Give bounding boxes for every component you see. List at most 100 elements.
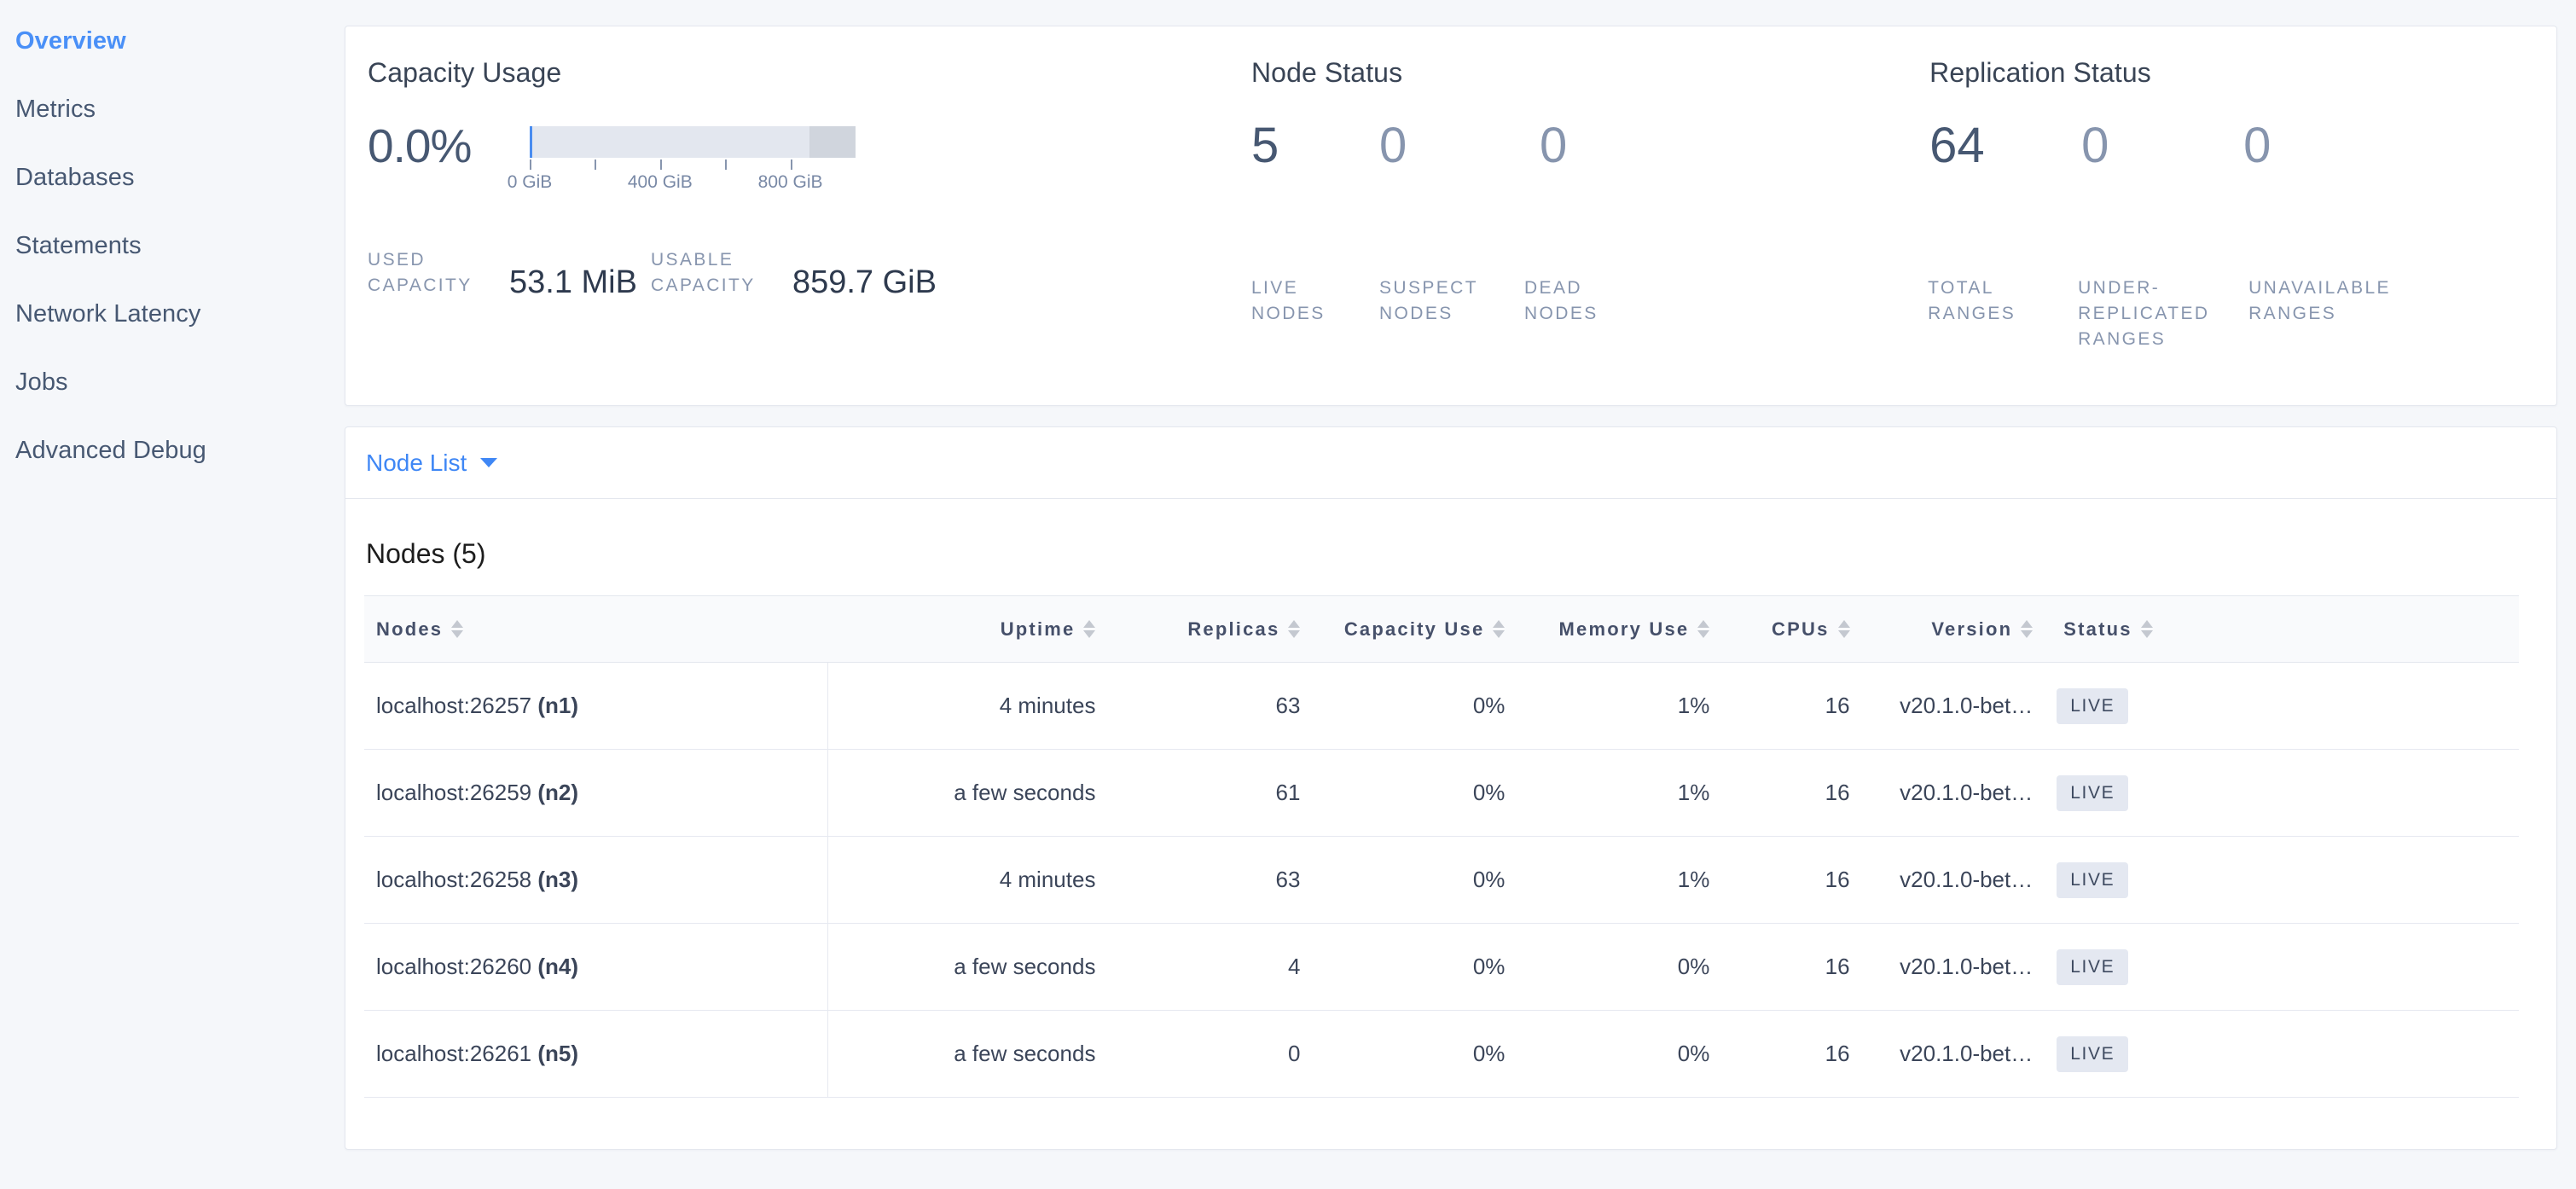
table-row[interactable]: localhost:26257 (n1) 4 minutes 63 0% 1% 16 v20… — [364, 662, 2519, 750]
node-list-body: Nodes (5) — [345, 499, 2556, 1149]
total-ranges-label: Total Ranges — [1928, 278, 2016, 323]
live-nodes-metric: 5 Live Nodes — [1251, 118, 1379, 323]
nodes-table-title: Nodes (5) — [366, 538, 486, 569]
cell-replicas: 0 — [1107, 1010, 1313, 1098]
cell-node-name[interactable]: localhost:26259 (n2) — [364, 749, 828, 837]
usable-capacity-label: Usable Capacity — [650, 250, 756, 295]
under-replicated-ranges-label: Under-replicated Ranges — [2078, 278, 2210, 349]
cell-memory-use: 1% — [1517, 749, 1722, 837]
axis-tick — [595, 160, 597, 170]
suspect-nodes-metric: 0 Suspect Nodes — [1379, 118, 1540, 323]
node-list-header: Node List — [345, 427, 2556, 499]
dead-nodes-label: Dead Nodes — [1523, 278, 1598, 323]
table-row[interactable]: localhost:26260 (n4) a few seconds 4 0% 0% 16… — [364, 923, 2519, 1011]
sort-icon[interactable] — [1083, 620, 1096, 638]
axis-tick-label: 0 GiB — [507, 172, 553, 192]
capacity-bar-used-segment — [530, 126, 532, 158]
dead-nodes-metric: 0 Dead Nodes — [1524, 118, 1596, 323]
table-row[interactable]: localhost:26259 (n2) a few seconds 61 0% 1% 1… — [364, 749, 2519, 837]
column-header-replicas[interactable]: Replicas — [1107, 595, 1313, 663]
status-badge: LIVE — [2057, 1035, 2129, 1072]
node-status-panel: Node Status 5 Live Nodes 0 Suspect Nodes… — [1234, 26, 1911, 405]
usable-capacity-stat: Usable Capacity 859.7 GiB — [651, 247, 937, 300]
node-host: localhost:26258 — [376, 867, 538, 892]
column-header-capacity-use[interactable]: Capacity Use — [1312, 595, 1517, 663]
cell-capacity-use: 0% — [1312, 749, 1517, 837]
used-capacity-value: 53.1 MiB — [509, 264, 637, 300]
sort-icon[interactable] — [2021, 620, 2034, 638]
cell-status: LIVE — [2045, 1010, 2519, 1098]
cell-version: v20.1.0-bet… — [1861, 836, 2045, 924]
cell-capacity-use: 0% — [1312, 836, 1517, 924]
cell-memory-use: 1% — [1517, 662, 1722, 750]
unavailable-ranges-value: 0 — [2243, 118, 2271, 173]
cell-status: LIVE — [2045, 662, 2519, 750]
capacity-stats: Used Capacity 53.1 MiB Usable Capacity 8… — [368, 247, 1234, 300]
cell-uptime: 4 minutes — [827, 662, 1108, 750]
cell-uptime: a few seconds — [827, 1010, 1108, 1098]
main-content: Capacity Usage 0.0% 0 GiB 400 GiB 800 GiB — [337, 0, 2576, 1189]
live-nodes-label: Live Nodes — [1250, 278, 1326, 323]
column-label: CPUs — [1772, 618, 1830, 640]
sidebar-item-statements[interactable]: Statements — [0, 212, 337, 280]
cell-node-name[interactable]: localhost:26257 (n1) — [364, 662, 828, 750]
capacity-percent: 0.0% — [368, 119, 472, 172]
status-badge: LIVE — [2057, 774, 2129, 811]
node-status-metrics: 5 Live Nodes 0 Suspect Nodes 0 Dead Node… — [1251, 118, 1911, 323]
node-host: localhost:26261 — [376, 1041, 538, 1066]
nodes-table-header-row: Nodes Uptime Replicas Capacity Use — [364, 595, 2519, 663]
node-host: localhost:26259 — [376, 780, 538, 805]
node-id: (n3) — [537, 867, 579, 892]
sidebar-item-network-latency[interactable]: Network Latency — [0, 280, 337, 348]
capacity-axis-ticks — [530, 158, 856, 170]
under-replicated-ranges-value: 0 — [2081, 118, 2109, 173]
column-header-version[interactable]: Version — [1861, 595, 2045, 663]
sidebar-item-advanced-debug[interactable]: Advanced Debug — [0, 416, 337, 484]
cell-version: v20.1.0-bet… — [1861, 1010, 2045, 1098]
node-id: (n1) — [537, 693, 579, 718]
cell-uptime: a few seconds — [827, 923, 1108, 1011]
sidebar-item-databases[interactable]: Databases — [0, 143, 337, 212]
sort-icon[interactable] — [1288, 620, 1301, 638]
column-label: Memory Use — [1558, 618, 1690, 640]
cell-replicas: 4 — [1107, 923, 1313, 1011]
sidebar-item-label: Overview — [15, 26, 126, 55]
cell-status: LIVE — [2045, 923, 2519, 1011]
node-id: (n2) — [537, 780, 579, 805]
chevron-down-icon — [480, 458, 498, 467]
sidebar-item-overview[interactable]: Overview — [0, 7, 337, 75]
cell-uptime: a few seconds — [827, 749, 1108, 837]
column-header-nodes[interactable]: Nodes — [364, 595, 828, 663]
axis-tick-label: 400 GiB — [627, 172, 693, 192]
sort-icon[interactable] — [2140, 620, 2153, 638]
column-label: Replicas — [1187, 618, 1280, 640]
table-row[interactable]: localhost:26258 (n3) 4 minutes 63 0% 1% 16 v20… — [364, 836, 2519, 924]
axis-tick — [790, 160, 792, 170]
sidebar-item-jobs[interactable]: Jobs — [0, 348, 337, 416]
node-host: localhost:26260 — [376, 954, 538, 979]
sort-icon[interactable] — [451, 620, 464, 638]
cell-node-name[interactable]: localhost:26258 (n3) — [364, 836, 828, 924]
node-list-dropdown[interactable]: Node List — [366, 450, 498, 477]
total-ranges-value: 64 — [1929, 118, 1985, 173]
cell-node-name[interactable]: localhost:26260 (n4) — [364, 923, 828, 1011]
node-status-title: Node Status — [1250, 57, 1403, 88]
column-header-status[interactable]: Status — [2045, 595, 2519, 663]
sidebar-item-metrics[interactable]: Metrics — [0, 75, 337, 143]
sidebar-item-label: Databases — [15, 163, 135, 191]
sidebar-item-label: Jobs — [15, 368, 68, 396]
cell-version: v20.1.0-bet… — [1861, 923, 2045, 1011]
table-row[interactable]: localhost:26261 (n5) a few seconds 0 0% 0% 16… — [364, 1010, 2519, 1098]
column-header-cpus[interactable]: CPUs — [1721, 595, 1862, 663]
sort-icon[interactable] — [1493, 620, 1506, 638]
sidebar: Overview Metrics Databases Statements Ne… — [0, 0, 337, 1189]
node-list-card: Node List Nodes (5) — [345, 426, 2557, 1150]
sort-icon[interactable] — [1837, 620, 1850, 638]
node-id: (n4) — [537, 954, 579, 979]
cell-cpus: 16 — [1721, 749, 1862, 837]
column-header-memory-use[interactable]: Memory Use — [1517, 595, 1722, 663]
column-header-uptime[interactable]: Uptime — [827, 595, 1108, 663]
cell-node-name[interactable]: localhost:26261 (n5) — [364, 1010, 828, 1098]
sort-icon[interactable] — [1697, 620, 1710, 638]
cell-replicas: 63 — [1107, 662, 1313, 750]
